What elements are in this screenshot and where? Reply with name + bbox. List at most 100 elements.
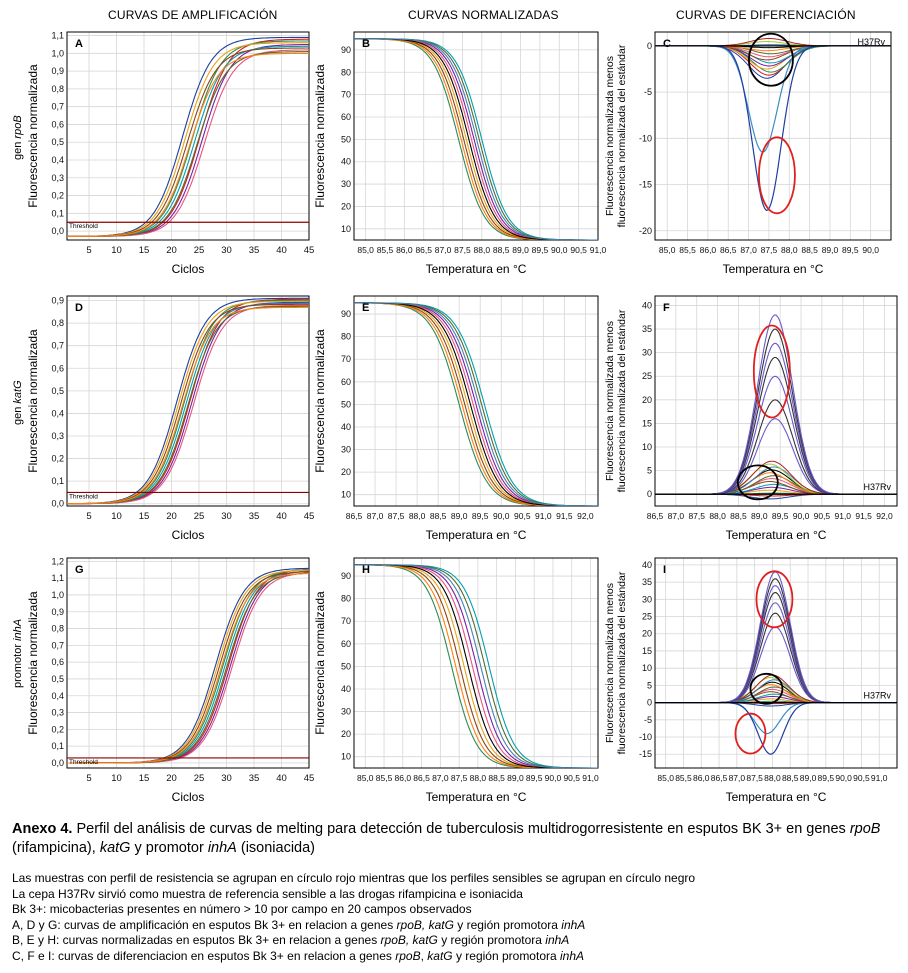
curves	[67, 297, 309, 505]
x-tick-label: 85,5	[376, 773, 393, 783]
plot-frame	[654, 295, 898, 507]
note-line: Bk 3+: micobacterias presentes en número…	[12, 902, 472, 917]
panel-letter: D	[75, 302, 83, 314]
x-tick-label: 89,5	[842, 245, 859, 255]
y-tick-label: 0,1	[51, 741, 64, 751]
plot-frame	[654, 31, 892, 241]
curves	[354, 564, 598, 768]
y-tick-label: 25	[642, 371, 652, 381]
x-tick-label: 90,0	[835, 773, 852, 783]
x-tick-label: 35	[249, 245, 260, 256]
x-tick-label: 87,5	[451, 773, 468, 783]
plot-frame	[66, 31, 310, 241]
amplification-curve	[67, 567, 309, 764]
y-tick-label: 10	[341, 490, 351, 500]
x-tick-label: 35	[249, 511, 260, 522]
plot-frame	[353, 31, 599, 241]
x-tick-label: 86,5	[415, 245, 432, 255]
amplification-curve	[67, 38, 309, 237]
y-axis-label-line: Fluorescencia normalizada menos	[604, 583, 616, 743]
y-tick-label: 0,6	[51, 657, 64, 667]
x-tick-label: 5	[86, 511, 91, 522]
y-tick-label: 35	[642, 577, 652, 587]
y-tick-label: -5	[644, 715, 652, 725]
y-tick-label: 0,7	[51, 341, 64, 351]
y-axis-label: Fluorescencia normalizada	[313, 329, 327, 473]
x-tick-label: 5	[86, 245, 91, 256]
x-tick-label: 89,5	[772, 511, 789, 521]
y-tick-label: 0,3	[51, 708, 64, 718]
x-tick-label: 87,5	[761, 245, 778, 255]
x-axis-label: Temperatura en °C	[426, 528, 527, 542]
x-tick-label: 30	[221, 245, 232, 256]
amplification-curve	[67, 305, 309, 505]
note-line: C, F e I: curvas de diferenciacion en es…	[12, 948, 585, 963]
x-tick-label: 88,0	[470, 773, 487, 783]
y-tick-label: 10	[341, 224, 351, 234]
x-tick-label: 10	[111, 245, 122, 256]
column-title-difference: CURVAS DE DIFERENCIACIÓN	[676, 8, 856, 22]
y-tick-label: 10	[341, 752, 351, 762]
x-tick-label: 91,0	[871, 773, 888, 783]
normalized-curve	[354, 302, 598, 506]
curves	[67, 36, 309, 237]
y-tick-label: 40	[341, 684, 351, 694]
x-tick-label: 30	[221, 773, 232, 784]
panel-h: 85,0 85,5 86,0 86,5 87,0 87,5 88,0 88,5 89,0 89,5…	[313, 557, 599, 804]
x-tick-label: 88,0	[409, 511, 426, 521]
x-tick-label: 25	[194, 773, 205, 784]
y-tick-label: 0,4	[51, 155, 64, 165]
x-tick-label: 10	[111, 511, 122, 522]
y-tick-label: 0,8	[51, 84, 64, 94]
amplification-curve	[67, 570, 309, 764]
x-tick-label: 92,0	[577, 511, 594, 521]
curves	[67, 567, 309, 764]
x-tick-label: 86,5	[711, 773, 728, 783]
x-tick-label: 88,0	[781, 245, 798, 255]
x-tick-label: 87,0	[367, 511, 384, 521]
x-tick-label: 90,5	[563, 773, 580, 783]
x-tick-label: 90,0	[551, 245, 568, 255]
resistant-curve	[655, 702, 897, 755]
y-tick-label: 0,2	[51, 454, 64, 464]
x-axis-label: Ciclos	[172, 262, 205, 276]
x-tick-label: 90,5	[514, 511, 531, 521]
panel-letter: A	[75, 38, 83, 50]
x-tick-label: 87,0	[432, 773, 449, 783]
y-tick-label: 0,4	[51, 408, 64, 418]
x-tick-label: 20	[166, 245, 177, 256]
note-line: B, E y H: curvas normalizadas en esputos…	[12, 933, 570, 948]
x-axis-label: Temperatura en °C	[726, 790, 827, 804]
x-tick-label: 89,5	[472, 511, 489, 521]
amplification-curve	[67, 571, 309, 764]
y-tick-label: 0,7	[51, 102, 64, 112]
curves	[655, 38, 891, 211]
amplification-curve	[67, 36, 309, 237]
sensitive-group-circle	[748, 32, 794, 87]
y-tick-label: 0,0	[51, 499, 64, 509]
amplification-curve	[67, 51, 309, 237]
x-tick-label: 45	[304, 773, 315, 784]
y-tick-label: 20	[642, 395, 652, 405]
y-tick-label: 0,6	[51, 119, 64, 129]
y-tick-label: 25	[642, 612, 652, 622]
y-tick-label: 0,1	[51, 208, 64, 218]
y-tick-label: 0,5	[51, 674, 64, 684]
panel-i: 85,0 85,5 86,0 86,5 87,0 87,5 88,0 88,5 89,0 89,5…	[604, 557, 898, 804]
x-tick-label: 87,5	[688, 511, 705, 521]
y-axis-label: Fluorescencia normalizada	[26, 329, 40, 473]
x-tick-label: 25	[194, 511, 205, 522]
x-axis-label: Temperatura en °C	[723, 262, 824, 276]
amplification-curve	[67, 572, 309, 764]
x-tick-label: 89,5	[532, 245, 549, 255]
y-tick-label: 0,3	[51, 173, 64, 183]
reference-label: H37Rv	[863, 691, 891, 701]
sensitive-group-circle	[736, 464, 779, 501]
y-axis-label: Fluorescencia normalizada	[313, 591, 327, 735]
amplification-curve	[67, 572, 309, 764]
sensitive-group-circle	[749, 672, 784, 705]
resistant-curve	[655, 602, 897, 704]
y-tick-label: 90	[341, 45, 351, 55]
y-tick-label: 1,0	[51, 48, 64, 58]
x-tick-label: 88,0	[764, 773, 781, 783]
